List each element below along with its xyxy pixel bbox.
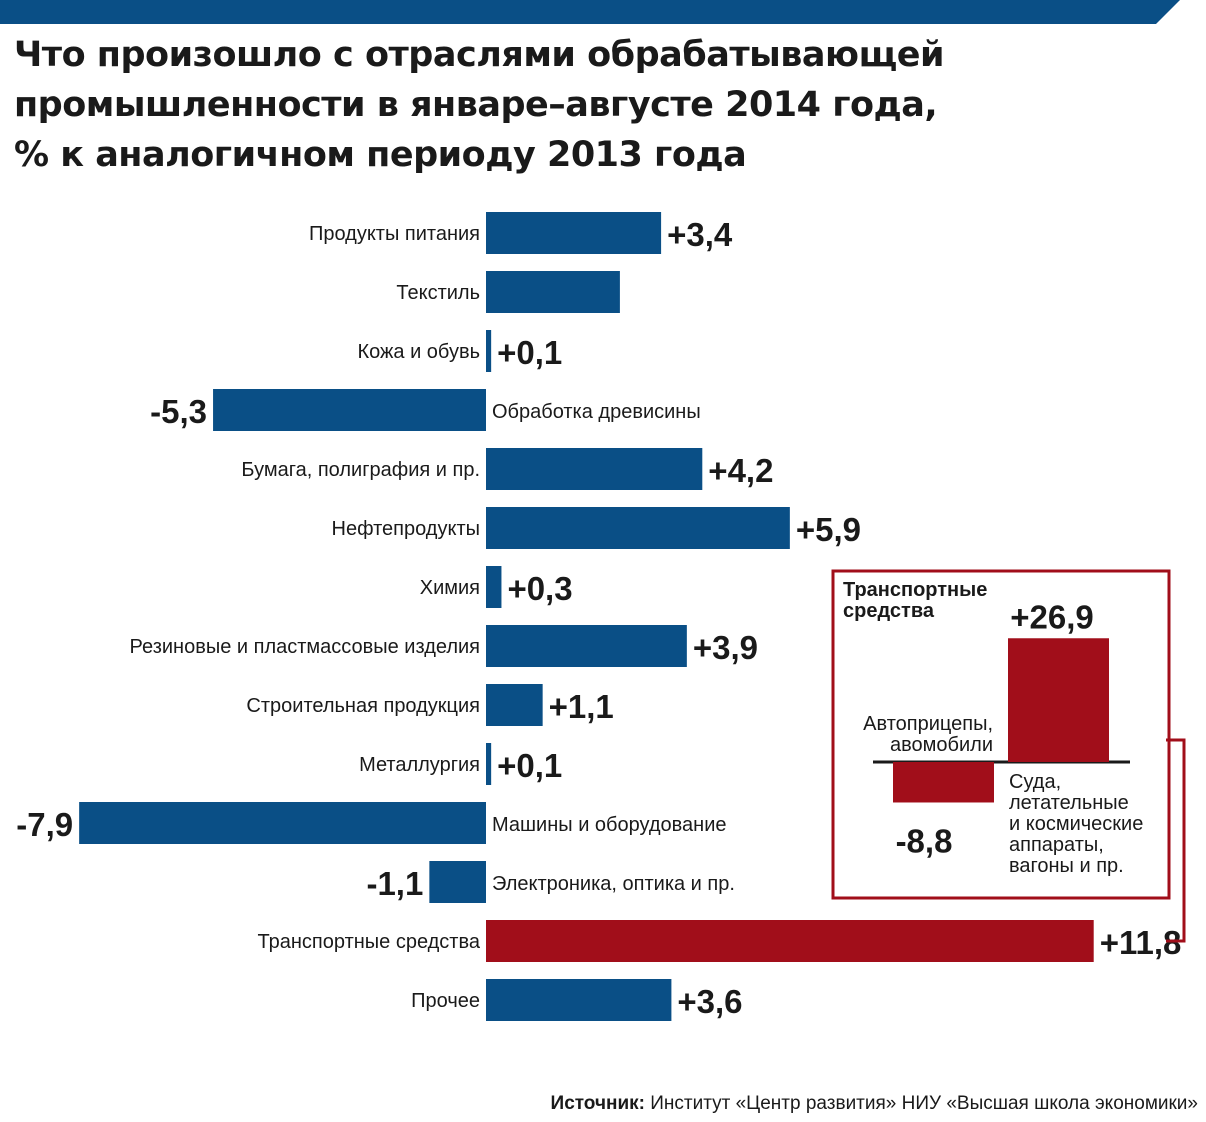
bar-9	[486, 684, 543, 726]
inset-bar-2	[1008, 638, 1109, 762]
bar-14	[486, 979, 672, 1021]
top-band	[0, 0, 1180, 24]
bar-11	[79, 802, 487, 844]
bar-12	[429, 861, 486, 903]
inset-title-line-1: Транспортные	[843, 579, 987, 601]
inset-frame	[831, 569, 1171, 900]
value-label-1: +3,4	[667, 216, 733, 253]
value-label-12: -1,1	[366, 865, 423, 902]
category-label-14: Прочее	[411, 990, 480, 1012]
category-label-10: Металлургия	[359, 754, 480, 776]
title-line-2: промышленности в январе–августе 2014 год…	[14, 85, 938, 125]
category-label-5: Бумага, полиграфия и пр.	[241, 459, 480, 481]
top-band-shape	[0, 0, 1180, 24]
value-label-7: +0,3	[507, 570, 572, 607]
inset-category-1-line-1: Автоприцепы,	[863, 713, 993, 735]
category-label-11: Машины и оборудование	[492, 814, 727, 836]
bar-5	[486, 448, 703, 490]
inset-bar-1	[893, 762, 994, 803]
title-line-3: % к аналогичном периоду 2013 года	[14, 135, 747, 175]
value-label-4: -5,3	[150, 393, 207, 430]
category-label-2: Текстиль	[396, 282, 480, 304]
bar-3	[486, 330, 492, 372]
inset-category-2-line-1: Суда,	[1009, 771, 1061, 793]
value-label-8: +3,9	[693, 629, 758, 666]
inset-connector	[1166, 738, 1186, 943]
inset-title-line-2: средства	[843, 600, 935, 622]
chart-title: Что произошло с отраслями обрабатывающей…	[14, 30, 1014, 180]
source-text: Институт «Центр развития» НИУ «Высшая шк…	[644, 1093, 1198, 1114]
inset-category-2-line-5: вагоны и пр.	[1009, 855, 1124, 877]
title-line-1: Что произошло с отраслями обрабатывающей	[14, 35, 945, 75]
bar-13	[486, 920, 1094, 962]
bar-2	[486, 271, 620, 313]
bar-8	[486, 625, 687, 667]
inset-value-label-2: +26,9	[1010, 598, 1094, 635]
bar-7	[486, 566, 502, 608]
bar-1	[486, 212, 662, 254]
bar-10	[486, 743, 492, 785]
value-label-9: +1,1	[549, 688, 614, 725]
category-label-7: Химия	[420, 577, 480, 599]
category-label-1: Продукты питания	[309, 223, 480, 245]
inset-category-1-line-2: авомобили	[890, 734, 993, 756]
category-label-9: Строительная продукция	[246, 695, 480, 717]
source-label: Источник:	[550, 1093, 645, 1114]
category-label-4: Обработка древисины	[492, 401, 701, 423]
category-label-3: Кожа и обувь	[357, 341, 480, 363]
category-label-13: Транспортные средства	[258, 931, 481, 953]
bar-4	[213, 389, 487, 431]
category-label-8: Резиновые и пластмассовые изделия	[130, 636, 480, 658]
value-label-5: +4,2	[708, 452, 773, 489]
category-label-6: Нефтепродукты	[332, 518, 480, 540]
value-label-10: +0,1	[497, 747, 562, 784]
value-label-14: +3,6	[677, 983, 742, 1020]
value-label-11: -7,9	[16, 806, 73, 843]
inset-category-2-line-3: и космические	[1009, 813, 1143, 835]
inset-category-2-line-2: летательные	[1009, 792, 1129, 814]
inset-value-label-1: -8,8	[896, 822, 953, 859]
value-label-3: +0,1	[497, 334, 562, 371]
bar-6	[486, 507, 790, 549]
value-label-6: +5,9	[796, 511, 861, 548]
category-label-12: Электроника, оптика и пр.	[492, 873, 735, 895]
source-note: Источник: Институт «Центр развития» НИУ …	[551, 1093, 1198, 1115]
inset-category-2-line-4: аппараты,	[1009, 834, 1104, 856]
